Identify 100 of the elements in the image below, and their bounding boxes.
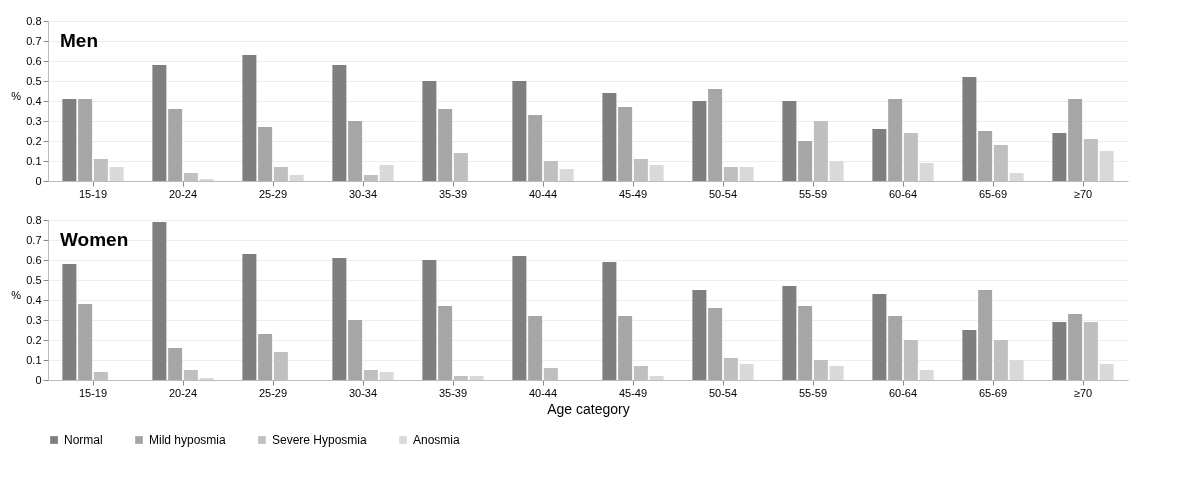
chart-title: Women (60, 229, 129, 250)
legend-label: Anosmia (413, 433, 461, 447)
x-tick-label: 25-29 (258, 386, 288, 399)
bar (348, 121, 363, 181)
bar (872, 294, 887, 380)
x-tick-label: 40-44 (528, 386, 558, 399)
x-tick-label: 45-49 (618, 187, 648, 200)
bar (78, 304, 93, 380)
bar (242, 55, 257, 181)
bar (888, 316, 903, 380)
y-tick-label: 0.2 (26, 333, 42, 346)
bar (422, 81, 437, 181)
y-tick-label: 0.1 (26, 353, 42, 366)
bar (1009, 173, 1024, 181)
y-tick-label: 0.8 (26, 213, 42, 226)
x-tick-label: ≥70 (1073, 187, 1093, 200)
bar (512, 81, 527, 181)
y-tick-label: 0.3 (26, 313, 42, 326)
bar (469, 376, 484, 380)
y-tick-label: 0.7 (26, 233, 42, 246)
bar (602, 262, 617, 380)
y-tick-label: 0 (35, 174, 42, 187)
x-tick-label: 50-54 (708, 386, 738, 399)
bar (438, 109, 453, 181)
x-tick-label: 50-54 (708, 187, 738, 200)
y-tick-label: 0.7 (26, 34, 42, 47)
x-tick-label: 40-44 (528, 187, 558, 200)
bar (1052, 322, 1067, 380)
bar (528, 115, 543, 181)
bar (708, 89, 723, 181)
bar (798, 306, 813, 380)
y-tick-label: 0.6 (26, 253, 42, 266)
x-tick-label: 35-39 (438, 187, 468, 200)
bar (649, 376, 664, 380)
bar (109, 167, 124, 181)
bar (379, 165, 394, 181)
y-tick-label: 0.2 (26, 134, 42, 147)
bar (798, 141, 813, 181)
x-axis-title: Age category (547, 400, 630, 417)
bar (528, 316, 543, 380)
bar (289, 175, 304, 181)
bar (649, 165, 664, 181)
bar (919, 370, 934, 380)
x-tick-label: 65-69 (978, 386, 1008, 399)
bar (739, 364, 754, 380)
x-tick-label: 20-24 (168, 386, 198, 399)
x-tick-label: 15-19 (78, 386, 108, 399)
y-tick-label: 0.5 (26, 273, 42, 286)
chart-title: Men (60, 30, 98, 51)
bar (829, 366, 844, 380)
bar (152, 65, 167, 181)
x-tick-label: 60-64 (888, 187, 918, 200)
bar (62, 99, 77, 181)
bar (258, 334, 273, 380)
bar (62, 264, 77, 380)
bar (782, 101, 797, 181)
bar (1009, 360, 1024, 380)
bar (829, 161, 844, 181)
bar (962, 77, 977, 181)
bar (618, 316, 633, 380)
bar (618, 107, 633, 181)
bar (168, 109, 183, 181)
x-tick-label: 55-59 (798, 386, 828, 399)
x-tick-label: 20-24 (168, 187, 198, 200)
bar (348, 320, 363, 380)
y-tick-label: 0.3 (26, 114, 42, 127)
y-tick-label: 0.8 (26, 14, 42, 27)
bar (602, 93, 617, 181)
bar (919, 163, 934, 181)
bar (379, 372, 394, 380)
x-tick-label: 15-19 (78, 187, 108, 200)
x-tick-label: 45-49 (618, 386, 648, 399)
bar (559, 169, 574, 181)
y-tick-label: 0 (35, 373, 42, 386)
x-tick-label: ≥70 (1073, 386, 1093, 399)
bar (78, 99, 93, 181)
y-axis-title: % (11, 89, 22, 102)
bar (962, 330, 977, 380)
x-tick-label: 55-59 (798, 187, 828, 200)
bar (739, 167, 754, 181)
bar (692, 290, 707, 380)
y-tick-label: 0.1 (26, 154, 42, 167)
y-axis-title: % (11, 288, 22, 301)
bar (708, 308, 723, 380)
bar (1099, 151, 1114, 181)
legend-label: Normal (64, 433, 103, 447)
x-tick-label: 25-29 (258, 187, 288, 200)
bar (332, 65, 347, 181)
x-tick-label: 30-34 (348, 386, 378, 399)
bar (152, 222, 167, 380)
x-tick-label: 60-64 (888, 386, 918, 399)
x-tick-label: 65-69 (978, 187, 1008, 200)
bar (332, 258, 347, 380)
x-tick-label: 35-39 (438, 386, 468, 399)
bar (1068, 99, 1083, 181)
y-tick-label: 0.6 (26, 54, 42, 67)
bar (872, 129, 887, 181)
bar (512, 256, 527, 380)
bar (782, 286, 797, 380)
y-tick-label: 0.4 (26, 94, 42, 107)
